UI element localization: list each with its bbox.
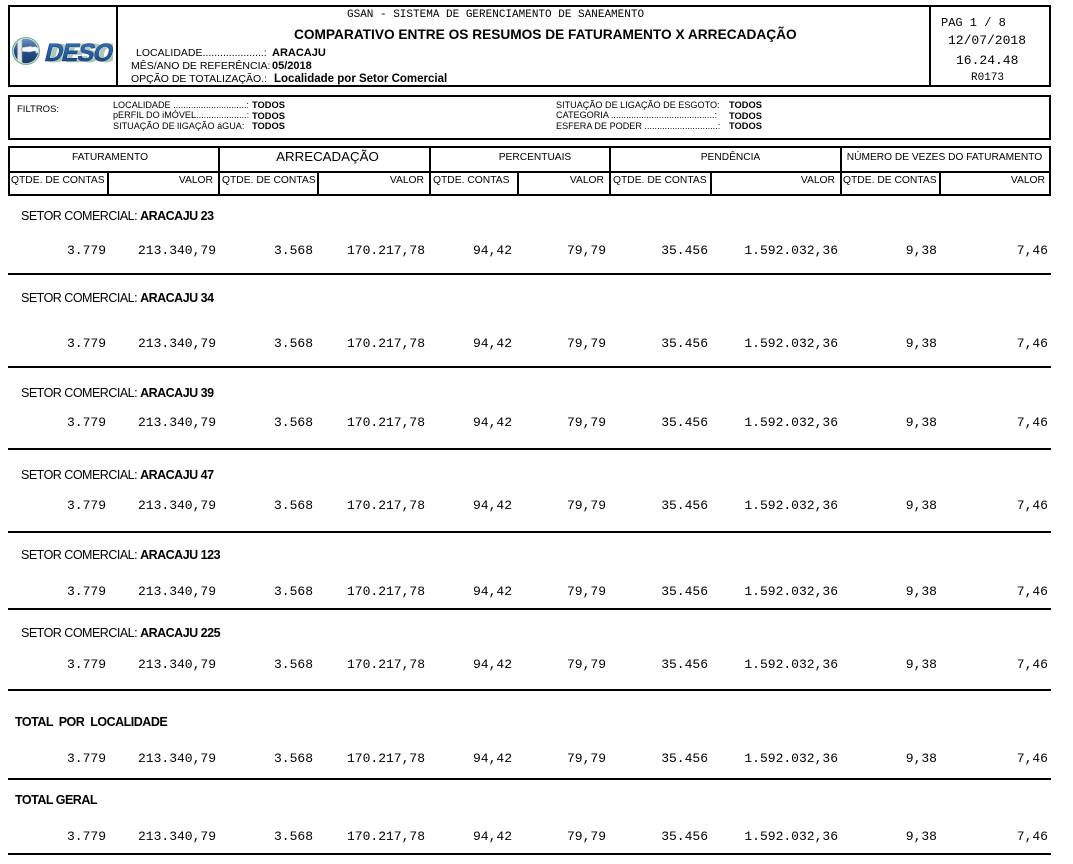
svg-text:DESO: DESO [42,39,113,67]
svg-text:DESO: DESO [47,40,113,67]
